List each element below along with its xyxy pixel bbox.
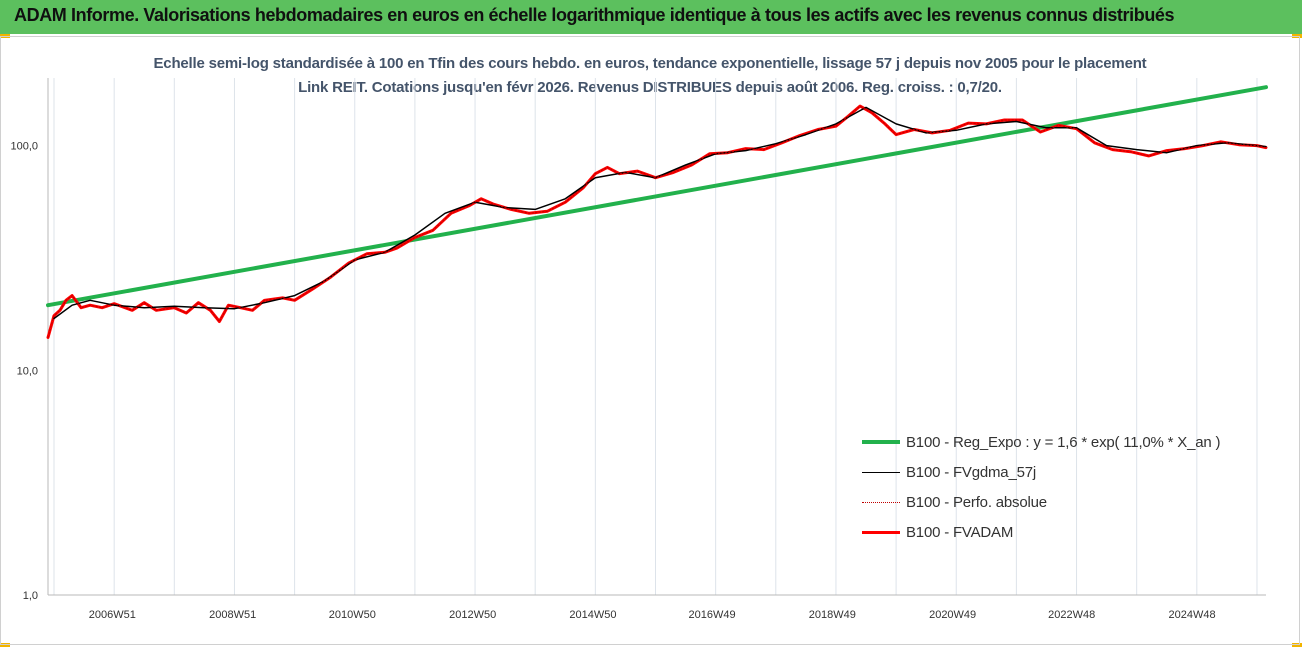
- x-tick-label: 2014W50: [569, 609, 616, 621]
- x-tick-label: 2022W48: [1048, 609, 1095, 621]
- y-tick-label: 10,0: [17, 365, 38, 377]
- series-lines: [46, 85, 1268, 339]
- x-tick-label: 2008W51: [209, 609, 256, 621]
- legend-label: B100 - FVADAM: [906, 523, 1014, 541]
- series-line-1: [53, 106, 1267, 320]
- corner-marker-bottom-left: [0, 643, 10, 647]
- legend-label: B100 - Reg_Expo : y = 1,6 * exp( 11,0% *…: [906, 433, 1221, 451]
- legend-label: B100 - Perfo. absolue: [906, 493, 1047, 511]
- legend-label: B100 - FVgdma_57j: [906, 463, 1037, 481]
- y-tick-label: 1,0: [23, 590, 38, 602]
- tick-labels: 1,0 10,0 100,0 2006W51 2008W51 2010W50 2012W50…: [10, 141, 1215, 621]
- corner-marker-bottom-right: [1292, 643, 1302, 647]
- legend-item: B100 - Reg_Expo : y = 1,6 * exp( 11,0% *…: [862, 427, 1282, 457]
- legend-item: B100 - FVADAM: [862, 517, 1282, 547]
- series-line-3: [46, 104, 1268, 339]
- y-tick-label: 100,0: [10, 141, 38, 153]
- legend-swatch: [862, 501, 900, 503]
- x-tick-label: 2012W50: [449, 609, 496, 621]
- series-line-0: [46, 85, 1268, 308]
- legend: B100 - Reg_Expo : y = 1,6 * exp( 11,0% *…: [862, 427, 1282, 547]
- x-tick-label: 2010W50: [329, 609, 376, 621]
- x-tick-label: 2024W48: [1168, 609, 1215, 621]
- x-tick-label: 2016W49: [688, 609, 735, 621]
- legend-swatch: [862, 530, 900, 534]
- chart-title: Echelle semi-log standardisée à 100 en T…: [153, 55, 1147, 96]
- x-tick-label: 2020W49: [929, 609, 976, 621]
- legend-swatch: [862, 440, 900, 444]
- x-tick-label: 2006W51: [89, 609, 136, 621]
- legend-item: B100 - FVgdma_57j: [862, 457, 1282, 487]
- grid-lines: [53, 78, 1258, 595]
- legend-swatch: [862, 471, 900, 473]
- series-line-2: [47, 105, 1267, 338]
- header-title: ADAM Informe. Valorisations hebdomadaire…: [14, 5, 1175, 25]
- chart-frame: [0, 36, 1300, 645]
- header-bar: ADAM Informe. Valorisations hebdomadaire…: [0, 0, 1302, 34]
- x-tick-label: 2018W49: [809, 609, 856, 621]
- legend-item: B100 - Perfo. absolue: [862, 487, 1282, 517]
